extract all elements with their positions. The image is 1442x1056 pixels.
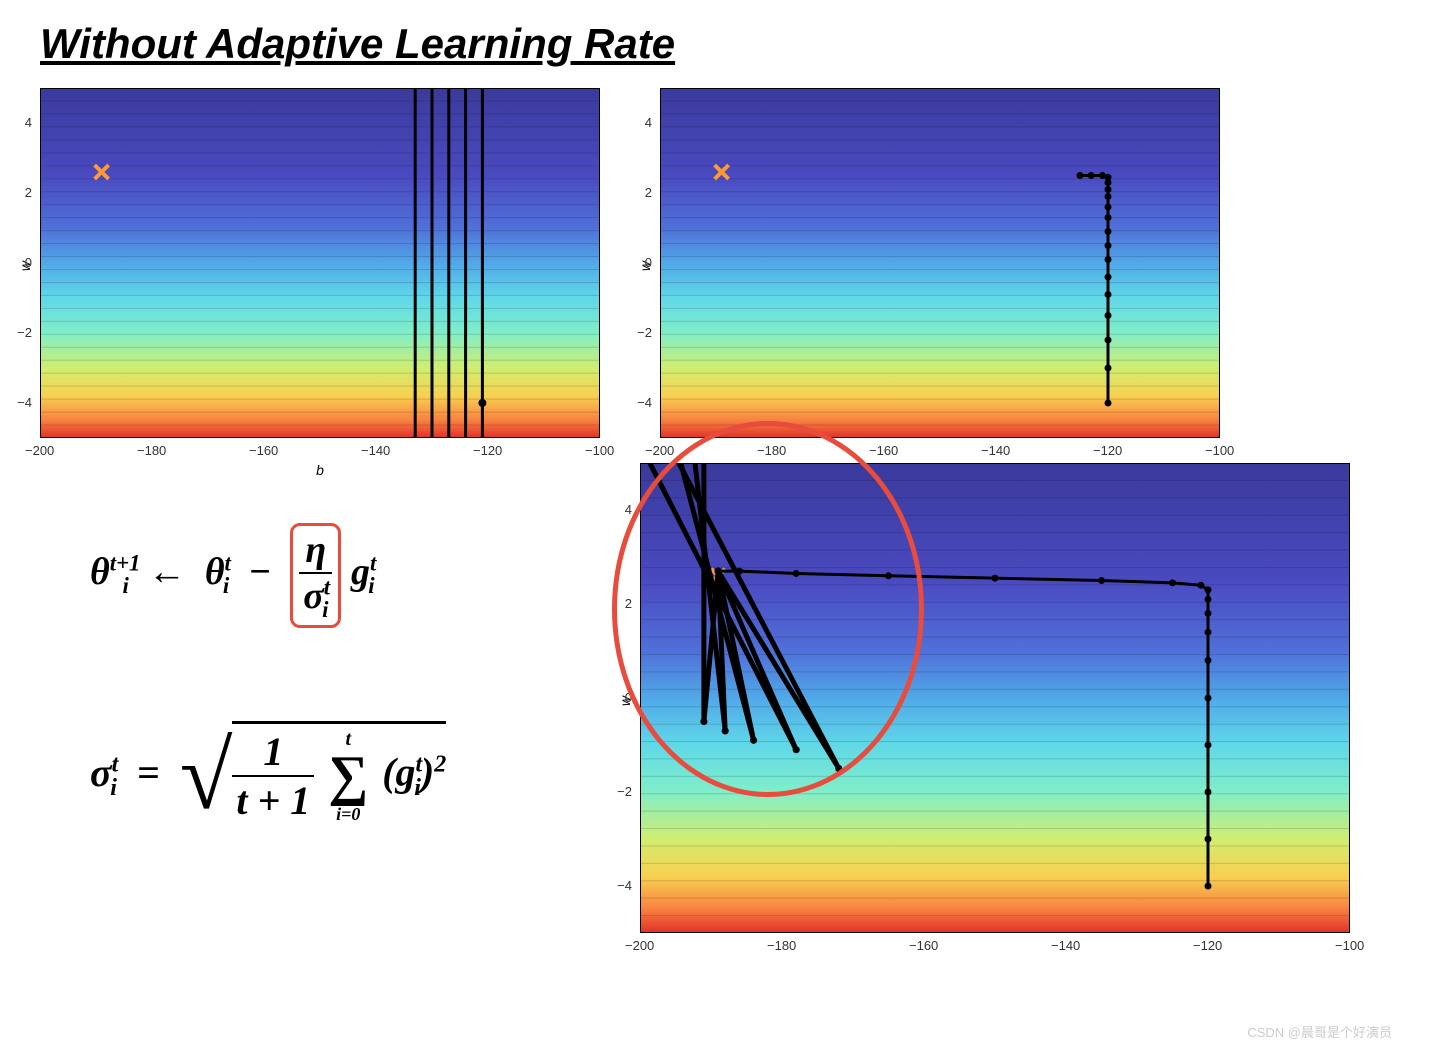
xtick: −100 <box>585 443 614 458</box>
chart-3: w −4−2024−200−180−160−140−120−100 <box>640 463 1350 938</box>
chart-1-svg <box>40 88 600 438</box>
chart-3-svg <box>640 463 1350 933</box>
xtick: −140 <box>1051 938 1080 953</box>
xtick: −200 <box>625 938 654 953</box>
xtick: −120 <box>1193 938 1222 953</box>
ytick: 4 <box>645 115 652 130</box>
page-title: Without Adaptive Learning Rate <box>40 20 1402 68</box>
ytick: −2 <box>17 325 32 340</box>
ytick: 0 <box>25 255 32 270</box>
chart-2: w b −4−2024−200−180−160−140−120−100 <box>660 88 1220 443</box>
learning-rate-highlight: η σti <box>290 523 341 628</box>
ytick: −2 <box>617 784 632 799</box>
ytick: 2 <box>625 596 632 611</box>
watermark: CSDN @晨哥是个好演员 <box>1247 1022 1392 1041</box>
xtick: −160 <box>909 938 938 953</box>
ytick: −4 <box>637 395 652 410</box>
ytick: 4 <box>25 115 32 130</box>
ytick: 0 <box>625 690 632 705</box>
xtick: −100 <box>1335 938 1364 953</box>
chart-1: w b −4−2024−200−180−160−140−120−100 <box>40 88 600 443</box>
formula-sigma: σti = √ 1 t + 1 t ∑ i=0 (gti)2 <box>90 698 590 825</box>
ytick: −2 <box>637 325 652 340</box>
xtick: −180 <box>767 938 796 953</box>
xtick: −200 <box>25 443 54 458</box>
xtick: −120 <box>473 443 502 458</box>
bottom-row: θt+1i ← θti − η σti gti σti = √ 1 t + 1 <box>40 463 1402 938</box>
xtick: −160 <box>249 443 278 458</box>
xtick: −100 <box>1205 443 1234 458</box>
xtick: −140 <box>981 443 1010 458</box>
ytick: −4 <box>17 395 32 410</box>
ytick: −4 <box>617 878 632 893</box>
formula-theta-update: θt+1i ← θti − η σti gti <box>90 523 590 628</box>
ytick: 2 <box>25 185 32 200</box>
xtick: −180 <box>757 443 786 458</box>
ytick: 4 <box>625 502 632 517</box>
xtick: −180 <box>137 443 166 458</box>
ytick: 2 <box>645 185 652 200</box>
xtick: −200 <box>645 443 674 458</box>
xtick: −140 <box>361 443 390 458</box>
ytick: 0 <box>645 255 652 270</box>
top-charts-row: w b −4−2024−200−180−160−140−120−100 w b … <box>40 88 1402 443</box>
chart-1-xlabel: b <box>316 462 324 478</box>
formulas-block: θt+1i ← θti − η σti gti σti = √ 1 t + 1 <box>40 463 600 925</box>
xtick: −160 <box>869 443 898 458</box>
chart-2-svg <box>660 88 1220 438</box>
xtick: −120 <box>1093 443 1122 458</box>
